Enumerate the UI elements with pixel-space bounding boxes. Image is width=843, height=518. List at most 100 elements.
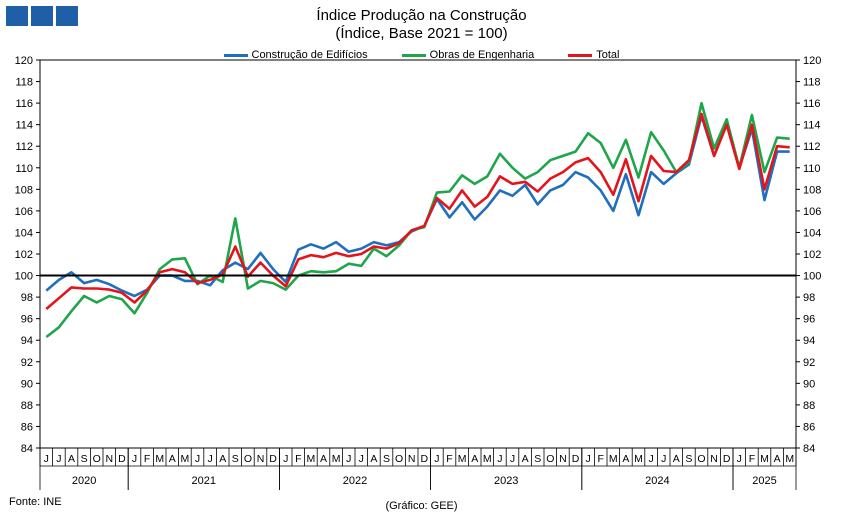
x-month-label: O [395,453,403,465]
series-line-total [45,112,790,310]
y-tick-label-right: 120 [803,55,821,67]
x-month-label: S [232,453,239,465]
x-month-label: D [723,453,731,465]
y-tick-label-right: 116 [803,98,821,110]
y-tick-label-left: 104 [15,227,33,239]
ine-logo-icon [6,6,78,26]
x-month-label: S [383,453,390,465]
y-tick-label-left: 106 [15,206,33,218]
x-month-label: M [634,453,643,465]
x-month-label: S [534,453,541,465]
legend-label-engenharia: Obras de Engenharia [429,49,535,61]
x-month-label: N [106,453,114,465]
x-year-label: 2023 [494,475,518,487]
x-year-label: 2025 [752,475,776,487]
legend-item-edificios: Construção de Edifícios [223,49,368,61]
y-tick-label-left: 84 [21,443,33,455]
x-month-label: J [132,453,137,465]
y-tick-label-left: 116 [15,98,33,110]
x-year-label: 2022 [343,475,367,487]
x-month-label: A [673,453,680,465]
y-tick-label-right: 100 [803,271,821,283]
x-month-label: O [93,453,101,465]
x-month-label: D [572,453,580,465]
legend-item-total: Total [568,49,620,61]
y-tick-label-left: 96 [21,314,33,326]
y-tick-label-right: 104 [803,227,821,239]
y-tick-label-right: 108 [803,184,821,196]
x-month-label: J [497,453,502,465]
y-tick-label-right: 86 [803,421,815,433]
x-month-label: N [710,453,718,465]
y-tick-label-right: 84 [803,443,815,455]
legend-label-total: Total [596,49,620,61]
x-month-label: O [697,453,705,465]
y-tick-label-left: 110 [15,163,33,175]
chart-credit: (Gráfico: GEE) [385,500,458,512]
legend-swatch-engenharia [401,53,426,57]
x-month-label: A [471,453,478,465]
x-month-label: J [56,453,61,465]
y-tick-label-left: 88 [21,400,33,412]
x-month-label: D [118,453,126,465]
logo-square [31,6,53,26]
chart-title-block: Índice Produção na Construção (Índice, B… [0,7,843,43]
source-note: Fonte: INE [9,496,62,508]
x-year-label: 2021 [192,475,216,487]
x-month-label: A [522,453,529,465]
x-month-label: F [597,453,603,465]
y-tick-label-left: 112 [15,141,33,153]
x-month-label: N [559,453,567,465]
x-month-label: M [155,453,164,465]
x-month-label: F [295,453,301,465]
x-month-label: F [144,453,150,465]
y-tick-label-left: 114 [15,120,33,132]
y-tick-label-left: 108 [15,184,33,196]
x-year-label: 2020 [72,475,96,487]
x-month-label: A [68,453,75,465]
x-month-label: M [483,453,492,465]
logo-square [6,6,28,26]
x-month-label: J [585,453,590,465]
x-month-label: A [320,453,327,465]
x-month-label: A [774,453,781,465]
x-month-label: A [370,453,377,465]
legend-swatch-total [568,53,593,57]
x-month-label: J [283,453,288,465]
legend-label-edificios: Construção de Edifícios [251,49,368,61]
y-tick-label-right: 114 [803,120,821,132]
y-tick-label-left: 92 [21,357,33,369]
x-month-label: J [195,453,200,465]
plot-area-frame [39,59,797,449]
y-tick-label-right: 90 [803,378,815,390]
series-line-edificios [45,114,790,298]
y-tick-label-right: 96 [803,314,815,326]
chart-title: Índice Produção na Construção [316,7,527,24]
logo-square [56,6,78,26]
y-tick-label-left: 118 [15,77,33,89]
x-month-label: S [685,453,692,465]
x-month-label: M [785,453,794,465]
y-tick-label-left: 98 [21,292,33,304]
x-month-label: J [434,453,439,465]
x-month-label: D [421,453,429,465]
chart-legend: Construção de Edifícios Obras de Engenha… [0,49,843,61]
x-month-label: J [510,453,515,465]
x-month-label: J [44,453,49,465]
y-tick-label-right: 110 [803,163,821,175]
x-month-label: M [609,453,618,465]
x-month-label: J [737,453,742,465]
x-month-label: M [307,453,316,465]
x-month-label: O [244,453,252,465]
x-month-label: J [359,453,364,465]
x-month-label: F [446,453,452,465]
x-month-label: A [219,453,226,465]
y-tick-label-right: 106 [803,206,821,218]
y-tick-label-right: 102 [803,249,821,261]
x-month-label: J [648,453,653,465]
x-month-label: J [661,453,666,465]
x-month-label: M [760,453,769,465]
x-month-label: O [546,453,554,465]
y-tick-label-left: 120 [15,55,33,67]
